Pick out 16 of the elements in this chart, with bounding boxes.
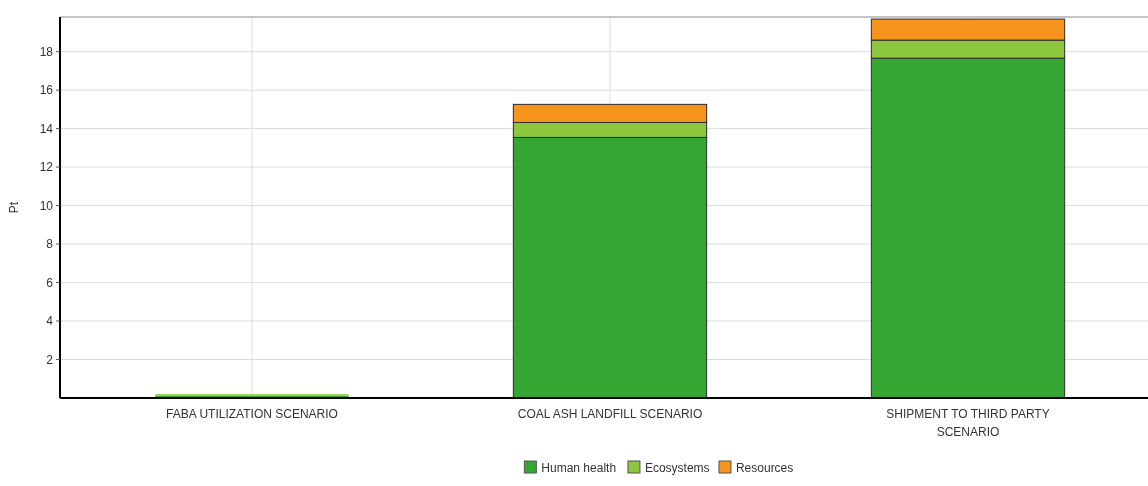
- y-tick-label: 8: [46, 237, 54, 252]
- y-axis-title: Pt: [7, 201, 21, 214]
- legend-label: Resources: [735, 461, 794, 475]
- x-tick-label: FABA UTILIZATION SCENARIO: [166, 407, 338, 421]
- legend-label: Ecosystems: [644, 461, 710, 475]
- y-tick-label: 18: [39, 44, 54, 59]
- y-tick-label: 2: [46, 352, 54, 367]
- x-tick-label: SHIPMENT TO THIRD PARTY SCENARIO: [886, 407, 1050, 439]
- y-tick-label: 10: [39, 198, 54, 213]
- y-tick-label: 4: [46, 314, 54, 329]
- y-tick-label: 6: [46, 275, 54, 290]
- x-tick-label: COAL ASH LANDFILL SCENARIO: [517, 407, 703, 421]
- y-tick-label: 14: [39, 121, 54, 136]
- legend-label: Human health: [541, 461, 617, 475]
- y-tick-label: 12: [39, 160, 54, 175]
- y-tick-label: 16: [39, 83, 54, 98]
